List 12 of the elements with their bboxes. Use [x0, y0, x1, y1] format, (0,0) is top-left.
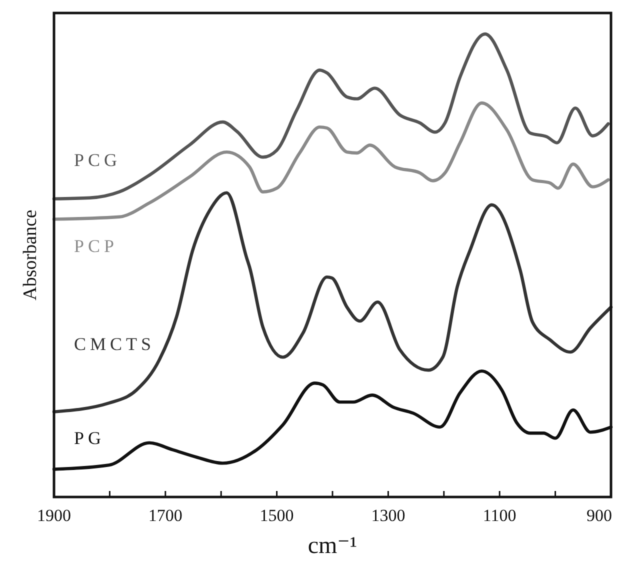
x-axis-title: cm⁻¹: [308, 533, 358, 559]
x-tick-label: 1700: [148, 506, 182, 525]
series-label: PCG: [74, 150, 122, 170]
x-tick-label: 1500: [260, 506, 294, 525]
series-label: PCP: [74, 236, 118, 256]
series-label: PG: [74, 428, 106, 448]
x-tick-label: 1300: [371, 506, 406, 525]
x-tick-label: 900: [586, 506, 612, 525]
x-tick-label: 1100: [482, 506, 516, 525]
x-tick-label: 1900: [37, 506, 71, 525]
y-axis-title: Absorbance: [20, 210, 41, 300]
series-label: CMCTS: [74, 334, 156, 354]
